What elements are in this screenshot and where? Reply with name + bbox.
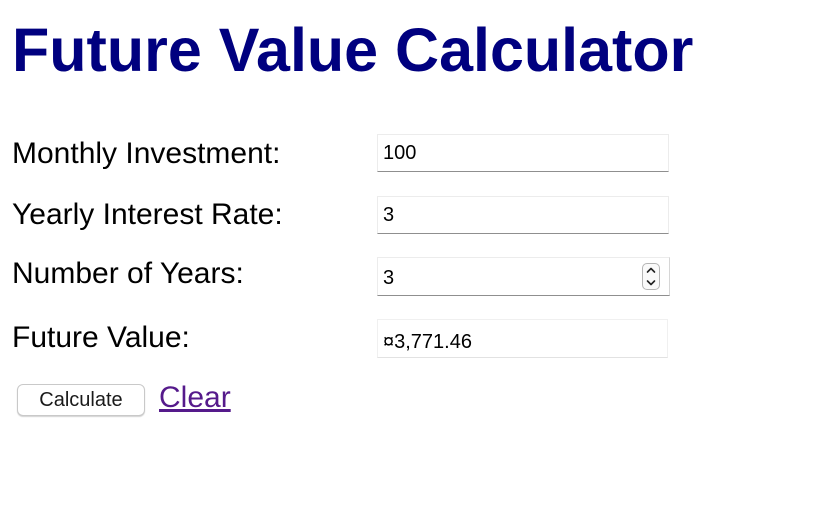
yearly-interest-rate-label: Yearly Interest Rate: [12,198,283,231]
monthly-investment-label: Monthly Investment: [12,137,281,170]
page-title: Future Value Calculator [12,16,694,84]
monthly-investment-input[interactable] [377,134,669,172]
yearly-interest-rate-input[interactable] [377,196,669,234]
calculate-button[interactable]: Calculate [17,384,145,416]
number-of-years-input[interactable] [378,258,633,295]
number-of-years-label: Number of Years: [12,257,244,290]
future-value-output: ¤3,771.46 [377,319,668,358]
chevron-up-icon[interactable] [643,264,659,276]
years-stepper[interactable] [642,263,660,290]
clear-link[interactable]: Clear [159,381,231,414]
chevron-down-icon[interactable] [643,277,659,289]
number-of-years-field [377,257,670,296]
future-value-label: Future Value: [12,321,190,354]
